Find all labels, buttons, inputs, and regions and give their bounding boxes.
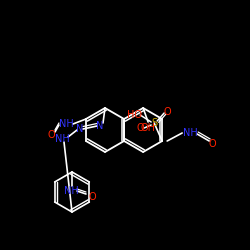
Text: O: O — [136, 123, 144, 133]
Text: NH: NH — [54, 134, 70, 144]
Text: O: O — [163, 107, 171, 117]
Text: N: N — [76, 124, 84, 134]
Text: O: O — [47, 130, 55, 140]
Text: HO: HO — [127, 110, 142, 120]
Text: O: O — [88, 192, 96, 202]
Text: OH: OH — [140, 123, 156, 133]
Text: O: O — [208, 139, 216, 149]
Text: NH: NH — [64, 186, 78, 196]
Text: NH: NH — [58, 119, 73, 129]
Text: NH: NH — [183, 128, 198, 138]
Text: S: S — [151, 118, 157, 128]
Text: N: N — [96, 121, 104, 131]
